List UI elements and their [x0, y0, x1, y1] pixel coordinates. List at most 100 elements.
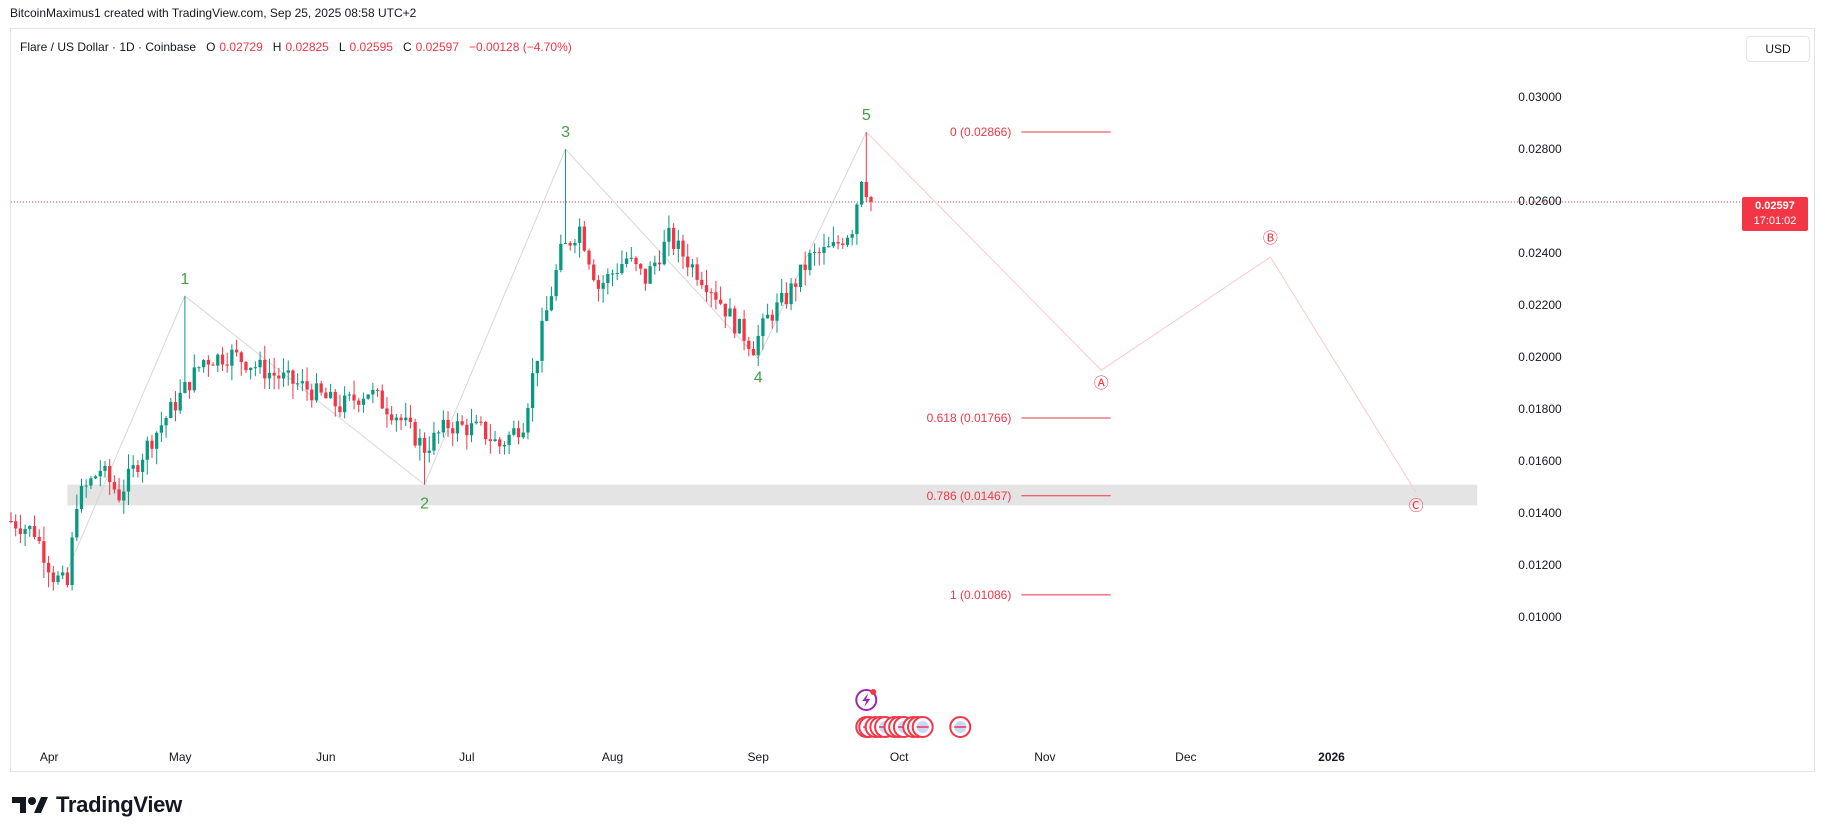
candle-body: [37, 536, 41, 542]
candle-body: [695, 264, 699, 280]
candle-body: [277, 375, 281, 379]
candle-body: [150, 440, 154, 449]
candle-body: [563, 242, 568, 244]
candle-body: [822, 246, 826, 253]
candle-body: [9, 521, 13, 522]
symbol-legend[interactable]: Flare / US Dollar · 1D · Coinbase O 0.027…: [20, 40, 578, 54]
candle-body: [540, 320, 544, 361]
candle-body: [343, 395, 347, 413]
currency-button[interactable]: USD: [1746, 36, 1810, 62]
chart-credit: BitcoinMaximus1 created with TradingView…: [10, 6, 417, 20]
y-tick-label: 0.02800: [1518, 142, 1562, 156]
candle-body: [808, 252, 812, 271]
candle-body: [178, 392, 182, 411]
candle-body: [361, 398, 366, 405]
tradingview-logo[interactable]: TradingView: [12, 792, 182, 818]
candle-body: [192, 367, 196, 391]
candle-body: [441, 419, 445, 433]
candle-body: [512, 428, 516, 435]
candle-body: [112, 482, 117, 490]
candle-body: [549, 296, 554, 311]
event-badge-icon: [870, 689, 877, 695]
candle-body: [629, 257, 633, 259]
x-tick-label: 2026: [1318, 750, 1345, 764]
y-tick-label: 0.01800: [1518, 402, 1562, 416]
candle-body: [516, 428, 521, 438]
candle-body: [305, 381, 309, 390]
candle-body: [328, 391, 333, 399]
candle-body: [559, 243, 563, 270]
candle-body: [333, 391, 337, 407]
candle-body: [634, 257, 638, 265]
candle-body: [507, 434, 511, 445]
candle-body: [286, 370, 290, 373]
change-value: −0.00128 (−4.70%): [469, 40, 572, 54]
chart-frame: [10, 28, 1815, 772]
candle-body: [103, 466, 107, 471]
y-tick-label: 0.03000: [1518, 90, 1562, 104]
candle-body: [498, 439, 502, 447]
fib-level-label: 0 (0.02866): [950, 125, 1011, 139]
y-tick-label: 0.02600: [1518, 194, 1562, 208]
candle-body: [620, 263, 624, 274]
candle-body: [108, 466, 112, 483]
candle-body: [718, 299, 723, 304]
candle-body: [554, 269, 558, 297]
candle-body: [300, 381, 305, 384]
candle-body: [845, 237, 850, 245]
candle-body: [79, 485, 84, 509]
candle-body: [432, 432, 436, 451]
symbol-name[interactable]: Flare / US Dollar · 1D · Coinbase: [20, 40, 197, 54]
candle-body: [709, 292, 713, 294]
candle-body: [798, 264, 803, 288]
candle-body: [714, 292, 718, 300]
high-label: H: [272, 40, 282, 54]
candle-body: [42, 541, 46, 563]
candle-body: [117, 489, 121, 501]
candle-body: [455, 421, 460, 434]
candle-body: [310, 389, 314, 401]
low-value: 0.02595: [349, 40, 393, 54]
tradingview-logo-icon: [12, 797, 48, 813]
candle-body: [451, 428, 455, 434]
candle-body: [493, 439, 497, 441]
candle-body: [676, 240, 680, 249]
elliott-wave-path[interactable]: [66, 131, 867, 571]
candle-body: [70, 537, 74, 586]
candle-body: [84, 485, 88, 487]
candle-body: [827, 246, 831, 248]
support-zone[interactable]: [67, 484, 1478, 506]
candle-body: [404, 417, 408, 421]
candle-body: [662, 241, 666, 265]
candle-body: [272, 372, 276, 376]
y-tick-label: 0.01200: [1518, 558, 1562, 572]
candle-body: [347, 394, 351, 396]
low-label: L: [338, 40, 346, 54]
candle-body: [131, 465, 135, 469]
abc-correction-path[interactable]: [865, 131, 1417, 493]
candle-body: [700, 279, 704, 286]
candle-body: [244, 362, 248, 371]
candle-body: [648, 266, 652, 284]
candle-body: [859, 181, 864, 205]
bar-countdown: 17:01:02: [1753, 215, 1797, 227]
candle-body: [239, 352, 243, 363]
candle-body: [14, 521, 18, 529]
candle-body: [263, 359, 267, 379]
candle-body: [460, 421, 464, 425]
candle-body: [422, 437, 427, 453]
candle-body: [728, 308, 732, 317]
candle-body: [75, 508, 79, 538]
candle-body: [155, 432, 159, 449]
candle-body: [51, 572, 55, 583]
candle-body: [202, 360, 206, 368]
candle-body: [253, 367, 258, 369]
candle-body: [159, 425, 164, 433]
candle-body: [577, 226, 582, 243]
candle-body: [258, 359, 262, 368]
candle-body: [267, 372, 272, 379]
candle-body: [535, 360, 539, 374]
candle-body: [474, 421, 478, 424]
candle-body: [89, 478, 93, 486]
